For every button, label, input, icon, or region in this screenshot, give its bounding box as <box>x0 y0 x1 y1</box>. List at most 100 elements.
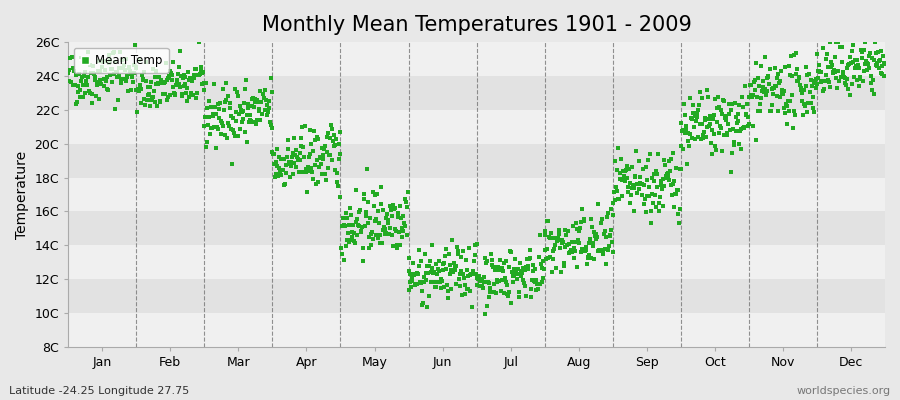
Point <box>667 178 681 184</box>
Point <box>347 229 362 236</box>
Point <box>514 268 528 274</box>
Point <box>262 97 276 104</box>
Point <box>384 232 399 238</box>
Point <box>602 232 616 239</box>
Point <box>363 245 377 252</box>
Point <box>202 114 217 120</box>
Point <box>567 244 581 251</box>
Point <box>505 268 519 275</box>
Point <box>724 101 739 107</box>
Point <box>257 87 272 94</box>
Point <box>553 236 567 243</box>
Point <box>789 66 804 72</box>
Point <box>291 157 305 164</box>
Point <box>533 280 547 287</box>
Point <box>88 77 103 83</box>
Point <box>466 270 481 277</box>
Point <box>644 175 659 182</box>
Point <box>810 68 824 74</box>
Point <box>712 104 726 110</box>
Point <box>686 110 700 116</box>
Point <box>414 280 428 286</box>
Point <box>816 85 831 92</box>
Point <box>158 91 173 97</box>
Point <box>468 252 482 258</box>
Point <box>169 77 184 83</box>
Point <box>596 250 610 257</box>
Point <box>526 261 541 268</box>
Point <box>228 133 242 139</box>
Point <box>146 93 160 100</box>
Point <box>327 132 341 138</box>
Point <box>721 121 735 128</box>
Point <box>100 86 114 92</box>
Point <box>681 138 696 144</box>
Point <box>184 90 198 96</box>
Point <box>778 110 792 117</box>
Point <box>250 97 265 103</box>
Point <box>291 156 305 162</box>
Point <box>188 66 202 72</box>
Point <box>658 162 672 168</box>
Point <box>261 108 275 115</box>
Point <box>659 173 673 180</box>
Point <box>152 98 166 104</box>
Point <box>363 214 377 221</box>
Point <box>770 75 785 81</box>
Point <box>744 82 759 88</box>
Point <box>820 51 834 58</box>
Point <box>436 284 451 290</box>
Point <box>454 292 469 298</box>
Point <box>610 167 625 174</box>
Point <box>132 88 147 94</box>
Point <box>745 92 760 98</box>
Point <box>819 56 833 62</box>
Point <box>670 211 685 218</box>
Point <box>544 230 558 236</box>
Point <box>397 220 411 226</box>
Point <box>256 94 271 101</box>
Point <box>607 188 621 195</box>
Point <box>221 123 236 129</box>
Point <box>659 175 673 182</box>
Point <box>834 58 849 65</box>
Point <box>389 227 403 234</box>
Point <box>536 265 551 272</box>
Point <box>253 88 267 94</box>
Point <box>280 136 294 143</box>
Point <box>400 204 415 210</box>
Point <box>800 71 814 78</box>
Point <box>253 117 267 123</box>
Point <box>122 64 137 71</box>
Point <box>799 64 814 70</box>
Point <box>729 114 743 120</box>
Point <box>142 103 157 109</box>
Point <box>398 223 412 229</box>
Point <box>444 266 458 273</box>
Point <box>126 78 140 85</box>
Point <box>848 57 862 63</box>
Point <box>804 100 818 106</box>
Point <box>83 90 97 96</box>
Point <box>601 246 616 253</box>
Point <box>723 127 737 133</box>
Point <box>764 86 778 92</box>
Point <box>822 79 836 86</box>
Point <box>113 76 128 82</box>
Point <box>325 157 339 163</box>
Point <box>615 193 629 199</box>
Point <box>697 132 711 138</box>
Point <box>652 208 667 214</box>
Point <box>286 150 301 156</box>
Point <box>85 91 99 97</box>
Point <box>493 288 508 294</box>
Point <box>202 131 217 137</box>
Point <box>763 65 778 72</box>
Point <box>74 55 88 61</box>
Point <box>560 242 574 248</box>
Point <box>445 286 459 292</box>
Point <box>572 228 586 234</box>
Point <box>209 144 223 151</box>
Point <box>114 80 129 86</box>
Point <box>428 279 442 285</box>
